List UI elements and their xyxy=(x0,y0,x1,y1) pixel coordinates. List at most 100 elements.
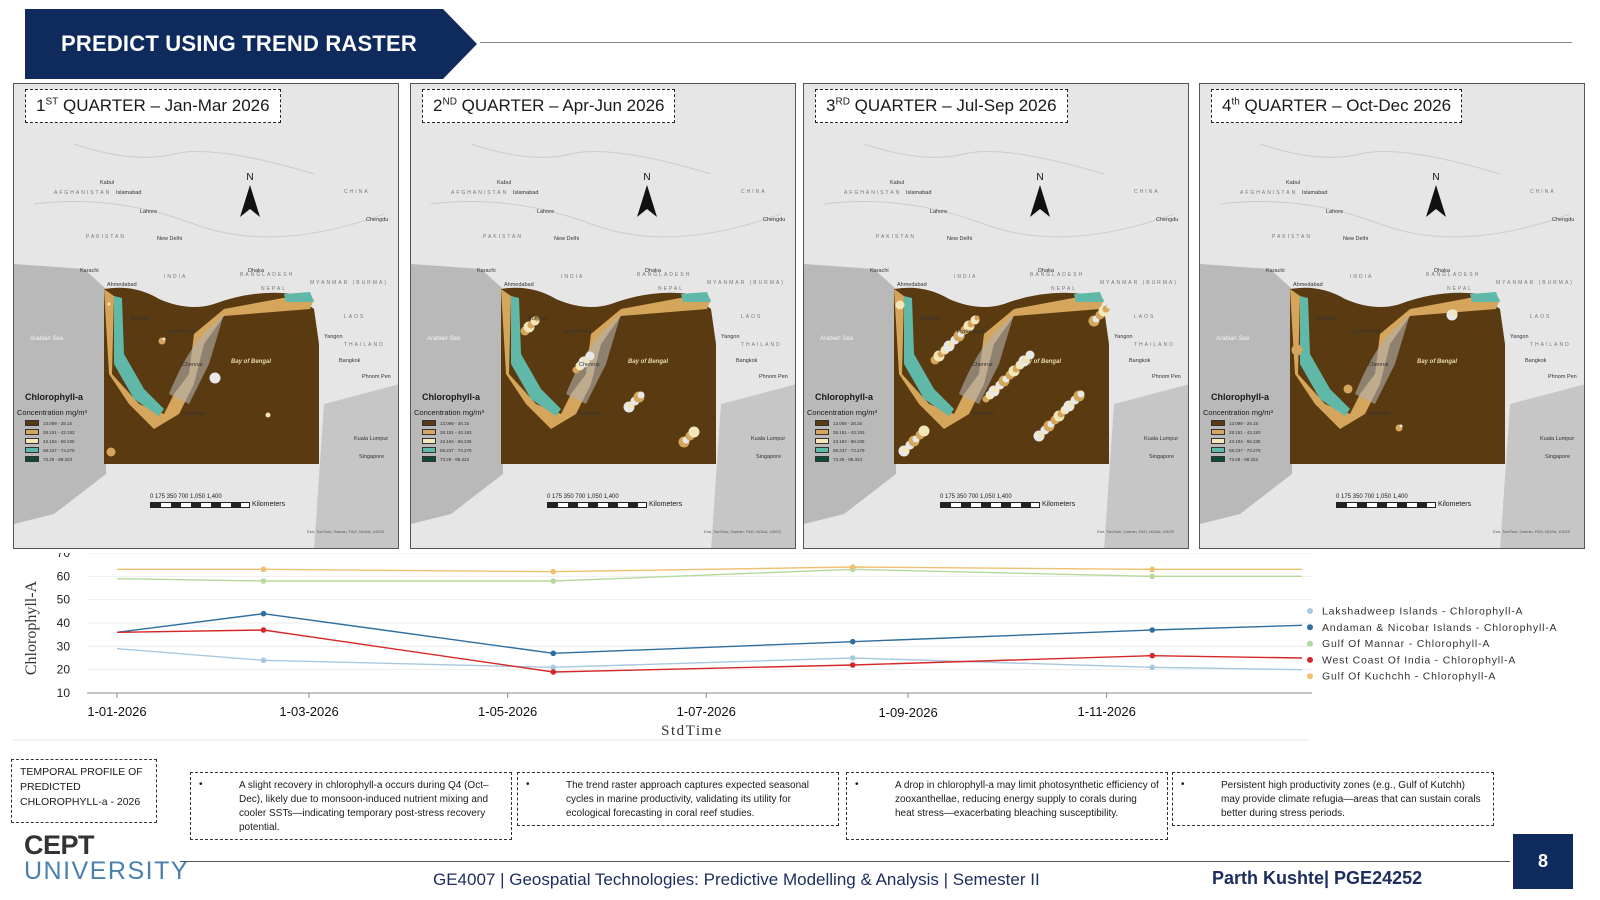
place-label: Hyderabad xyxy=(957,329,984,335)
legend-row: 28.151 - 43.193 xyxy=(422,429,506,435)
bullet-icon: • xyxy=(855,779,859,790)
country-label: PAKISTAN xyxy=(876,234,916,240)
legend-subtitle: Concentration mg/m³ xyxy=(1203,408,1274,417)
slide-title: PREDICT USING TREND RASTER xyxy=(61,31,417,56)
data-point xyxy=(849,638,856,645)
north-letter: N xyxy=(246,172,254,183)
legend-row: 43.194 - 58.236 xyxy=(1211,438,1295,444)
place-label: Mumbai xyxy=(1316,316,1336,322)
legend-swatch xyxy=(815,420,829,426)
data-point xyxy=(1149,652,1156,659)
y-tick-label: 50 xyxy=(57,593,71,607)
legend-swatch xyxy=(1211,420,1225,426)
y-tick-label: 70 xyxy=(57,553,71,560)
legend-label: 13.098 - 28.15 xyxy=(833,420,863,426)
data-point xyxy=(849,655,856,661)
map-panel-q2: 2ND QUARTER – Apr-Jun 2026 N Chlorophyll… xyxy=(410,83,796,549)
place-label: Hyderabad xyxy=(564,329,591,335)
legend-label: 73.28 - 88.323 xyxy=(43,456,73,462)
map-legend: Chlorophyll-a Concentration mg/m³ 13.098… xyxy=(1203,392,1295,462)
place-label: Chengdu xyxy=(1552,217,1575,223)
north-letter: N xyxy=(1036,172,1044,183)
place-label: Lahore xyxy=(140,209,158,215)
series-line xyxy=(117,566,1302,573)
place-label: Ahmedabad xyxy=(897,282,927,288)
country-label: INDIA xyxy=(164,274,188,280)
place-label: Singapore xyxy=(359,454,385,460)
legend-row: 13.098 - 28.15 xyxy=(1211,420,1295,426)
legend-label: 28.151 - 43.193 xyxy=(1229,429,1261,435)
data-point xyxy=(260,566,267,573)
map-legend: Chlorophyll-a Concentration mg/m³ 13.098… xyxy=(414,392,506,462)
country-label: BANGLADESH xyxy=(637,272,692,278)
y-tick-label: 40 xyxy=(57,616,71,630)
place-label: Kabul xyxy=(1286,180,1301,186)
map-legend: Chlorophyll-a Concentration mg/m³ 13.098… xyxy=(17,392,109,462)
sea-label: Arabian Sea xyxy=(820,336,854,342)
place-label: Phnom Pen xyxy=(759,374,788,380)
place-label: Colombo xyxy=(1368,411,1391,417)
data-point xyxy=(260,610,267,617)
legend-swatch xyxy=(25,456,39,462)
x-tick-label: 1-11-2026 xyxy=(1078,704,1136,719)
author-info: Parth Kushte| PGE24252 xyxy=(1212,868,1423,888)
legend-entry: West Coast Of India - Chlorophyll-A xyxy=(1322,654,1516,666)
quarter-num: 3 xyxy=(826,96,836,115)
temporal-profile-label: TEMPORAL PROFILE OF PREDICTED CHLOROPHYL… xyxy=(11,759,157,823)
country-label: NEPAL xyxy=(1447,286,1474,292)
north-arrow-icon: N xyxy=(635,172,659,222)
country-label: MYANMAR (BURMA) xyxy=(1100,280,1178,286)
legend-title: Chlorophyll-a xyxy=(815,392,873,402)
legend-title: Chlorophyll-a xyxy=(25,392,83,402)
place-label: Bangkok xyxy=(339,358,361,364)
country-label: CHINA xyxy=(344,189,370,195)
legend-swatch xyxy=(815,429,829,435)
place-label: Lahore xyxy=(537,209,555,215)
country-label: CHINA xyxy=(1134,189,1160,195)
quarter-label: 1ST QUARTER – Jan-Mar 2026 xyxy=(25,89,281,123)
data-point xyxy=(260,627,267,633)
note-box-3: • A drop in chlorophyll-a may limit phot… xyxy=(846,772,1168,840)
north-arrow-icon: N xyxy=(1424,172,1448,222)
country-label: AFGHANISTAN xyxy=(844,190,902,196)
place-label: New Delhi xyxy=(1343,236,1369,242)
legend-swatch xyxy=(422,438,436,444)
legend-label: 28.151 - 43.193 xyxy=(833,429,865,435)
quarter-num: 1 xyxy=(36,96,46,115)
place-label: Hyderabad xyxy=(1353,329,1380,335)
legend-row: 13.098 - 28.15 xyxy=(815,420,899,426)
place-label: Phnom Pen xyxy=(1152,374,1181,380)
scale-units: Kilometers xyxy=(252,501,286,508)
place-label: Lahore xyxy=(1326,209,1344,215)
place-label: Singapore xyxy=(1149,454,1175,460)
place-label: Yangon xyxy=(1510,334,1529,340)
scale-segment xyxy=(150,501,250,508)
quarter-label: 4th QUARTER – Oct-Dec 2026 xyxy=(1211,89,1463,123)
scale-segment xyxy=(547,501,647,508)
country-label: BANGLADESH xyxy=(1030,272,1085,278)
legend-swatch xyxy=(422,456,436,462)
legend-row: 73.28 - 88.323 xyxy=(25,456,109,462)
legend-label: 43.194 - 58.236 xyxy=(43,438,75,444)
data-point xyxy=(849,564,856,570)
scale-numbers: 0 175 350 700 1,050 1,400 xyxy=(1336,494,1408,500)
country-label: MYANMAR (BURMA) xyxy=(707,280,785,286)
series-line xyxy=(116,568,1302,582)
legend-title: Chlorophyll-a xyxy=(422,392,480,402)
quarter-ordinal: ND xyxy=(442,96,457,108)
y-tick-label: 30 xyxy=(57,639,71,653)
data-point xyxy=(550,650,557,657)
chart-svg: 70 60 50 40 30 20 10 1-01-2026 1-03-2026 1-05-202… xyxy=(12,553,1557,741)
country-label: PAKISTAN xyxy=(1272,234,1312,240)
map-panel-q3: 3RD QUARTER – Jul-Sep 2026 N Chlorophyll… xyxy=(803,83,1189,549)
legend-row: 73.28 - 88.323 xyxy=(1211,456,1295,462)
place-label: Chennai xyxy=(972,362,993,368)
note-box-1: • A slight recovery in chlorophyll-a occ… xyxy=(190,772,512,840)
note-box-2: • The trend raster approach captures exp… xyxy=(517,772,839,826)
place-label: New Delhi xyxy=(157,236,183,242)
country-label: AFGHANISTAN xyxy=(451,190,509,196)
place-label: Karachi xyxy=(477,268,496,274)
bullet-icon: • xyxy=(1181,779,1185,790)
x-tick-label: 1-09-2026 xyxy=(878,705,937,720)
map-attribution: Esri, TomTom, Garmin, FAO, NOAA, USGS xyxy=(307,529,384,534)
